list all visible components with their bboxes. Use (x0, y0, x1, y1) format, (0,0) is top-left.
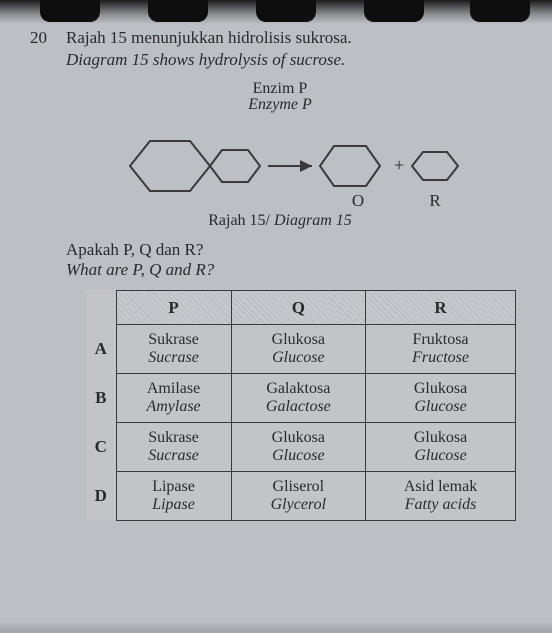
col-header-q: Q (231, 291, 366, 325)
answer-table: P Q R A SukraseSucrase GlukosaGlucose Fr… (86, 290, 516, 521)
cell: GlukosaGlucose (231, 325, 366, 374)
cell: Asid lemakFatty acids (366, 472, 516, 521)
cell: SukraseSucrase (116, 325, 231, 374)
cell: GlukosaGlucose (231, 423, 366, 472)
diagram-area: Enzim P Enzyme P + Q R Rajah 15/ Diagram… (30, 80, 530, 230)
label-r: R (429, 191, 441, 206)
col-header-p: P (116, 291, 231, 325)
binder-tab (256, 0, 316, 22)
plus-sign: + (394, 155, 404, 175)
hexagon-icon (210, 150, 260, 182)
enzyme-label-en: Enzyme P (30, 96, 530, 114)
sub-question: Apakah P, Q dan R? What are P, Q and R? (66, 240, 530, 280)
cell: FruktosaFructose (366, 325, 516, 374)
stem-en: Diagram 15 shows hydrolysis of sucrose. (66, 50, 352, 70)
cell: GlukosaGlucose (366, 423, 516, 472)
binder-tab (148, 0, 208, 22)
cell: AmilaseAmylase (116, 374, 231, 423)
cell: GliserolGlycerol (231, 472, 366, 521)
hexagon-icon (412, 152, 458, 180)
diagram-caption: Rajah 15/ Diagram 15 (30, 212, 530, 230)
question-number: 20 (30, 28, 52, 48)
page-bottom-shadow (0, 621, 552, 633)
answer-table-wrap: P Q R A SukraseSucrase GlukosaGlucose Fr… (86, 290, 530, 521)
empty-header (86, 291, 116, 325)
arrow-head-icon (300, 160, 312, 172)
table-header-row: P Q R (86, 291, 516, 325)
binder-tab (364, 0, 424, 22)
caption-ms: Rajah 15/ (208, 212, 274, 229)
option-key: B (86, 374, 116, 423)
stem-ms: Rajah 15 menunjukkan hidrolisis sukrosa. (66, 28, 352, 48)
cell: SukraseSucrase (116, 423, 231, 472)
option-key: C (86, 423, 116, 472)
table-row: D LipaseLipase GliserolGlycerol Asid lem… (86, 472, 516, 521)
table-row: C SukraseSucrase GlukosaGlucose GlukosaG… (86, 423, 516, 472)
table-row: A SukraseSucrase GlukosaGlucose Fruktosa… (86, 325, 516, 374)
subq-ms: Apakah P, Q dan R? (66, 240, 530, 260)
page-content: 20 Rajah 15 menunjukkan hidrolisis sukro… (0, 0, 552, 539)
option-key: D (86, 472, 116, 521)
col-header-r: R (366, 291, 516, 325)
label-q: Q (352, 191, 364, 206)
binder-tab (40, 0, 100, 22)
table-row: B AmilaseAmylase GalaktosaGalactose Gluk… (86, 374, 516, 423)
cell: GalaktosaGalactose (231, 374, 366, 423)
option-key: A (86, 325, 116, 374)
subq-en: What are P, Q and R? (66, 260, 530, 280)
binder-tab (470, 0, 530, 22)
caption-en: Diagram 15 (274, 212, 352, 229)
question-header: 20 Rajah 15 menunjukkan hidrolisis sukro… (30, 28, 530, 70)
cell: GlukosaGlucose (366, 374, 516, 423)
reaction-diagram: + Q R (100, 116, 460, 206)
hexagon-icon (320, 146, 380, 186)
hexagon-icon (130, 141, 210, 191)
cell: LipaseLipase (116, 472, 231, 521)
question-stem: Rajah 15 menunjukkan hidrolisis sukrosa.… (66, 28, 352, 70)
